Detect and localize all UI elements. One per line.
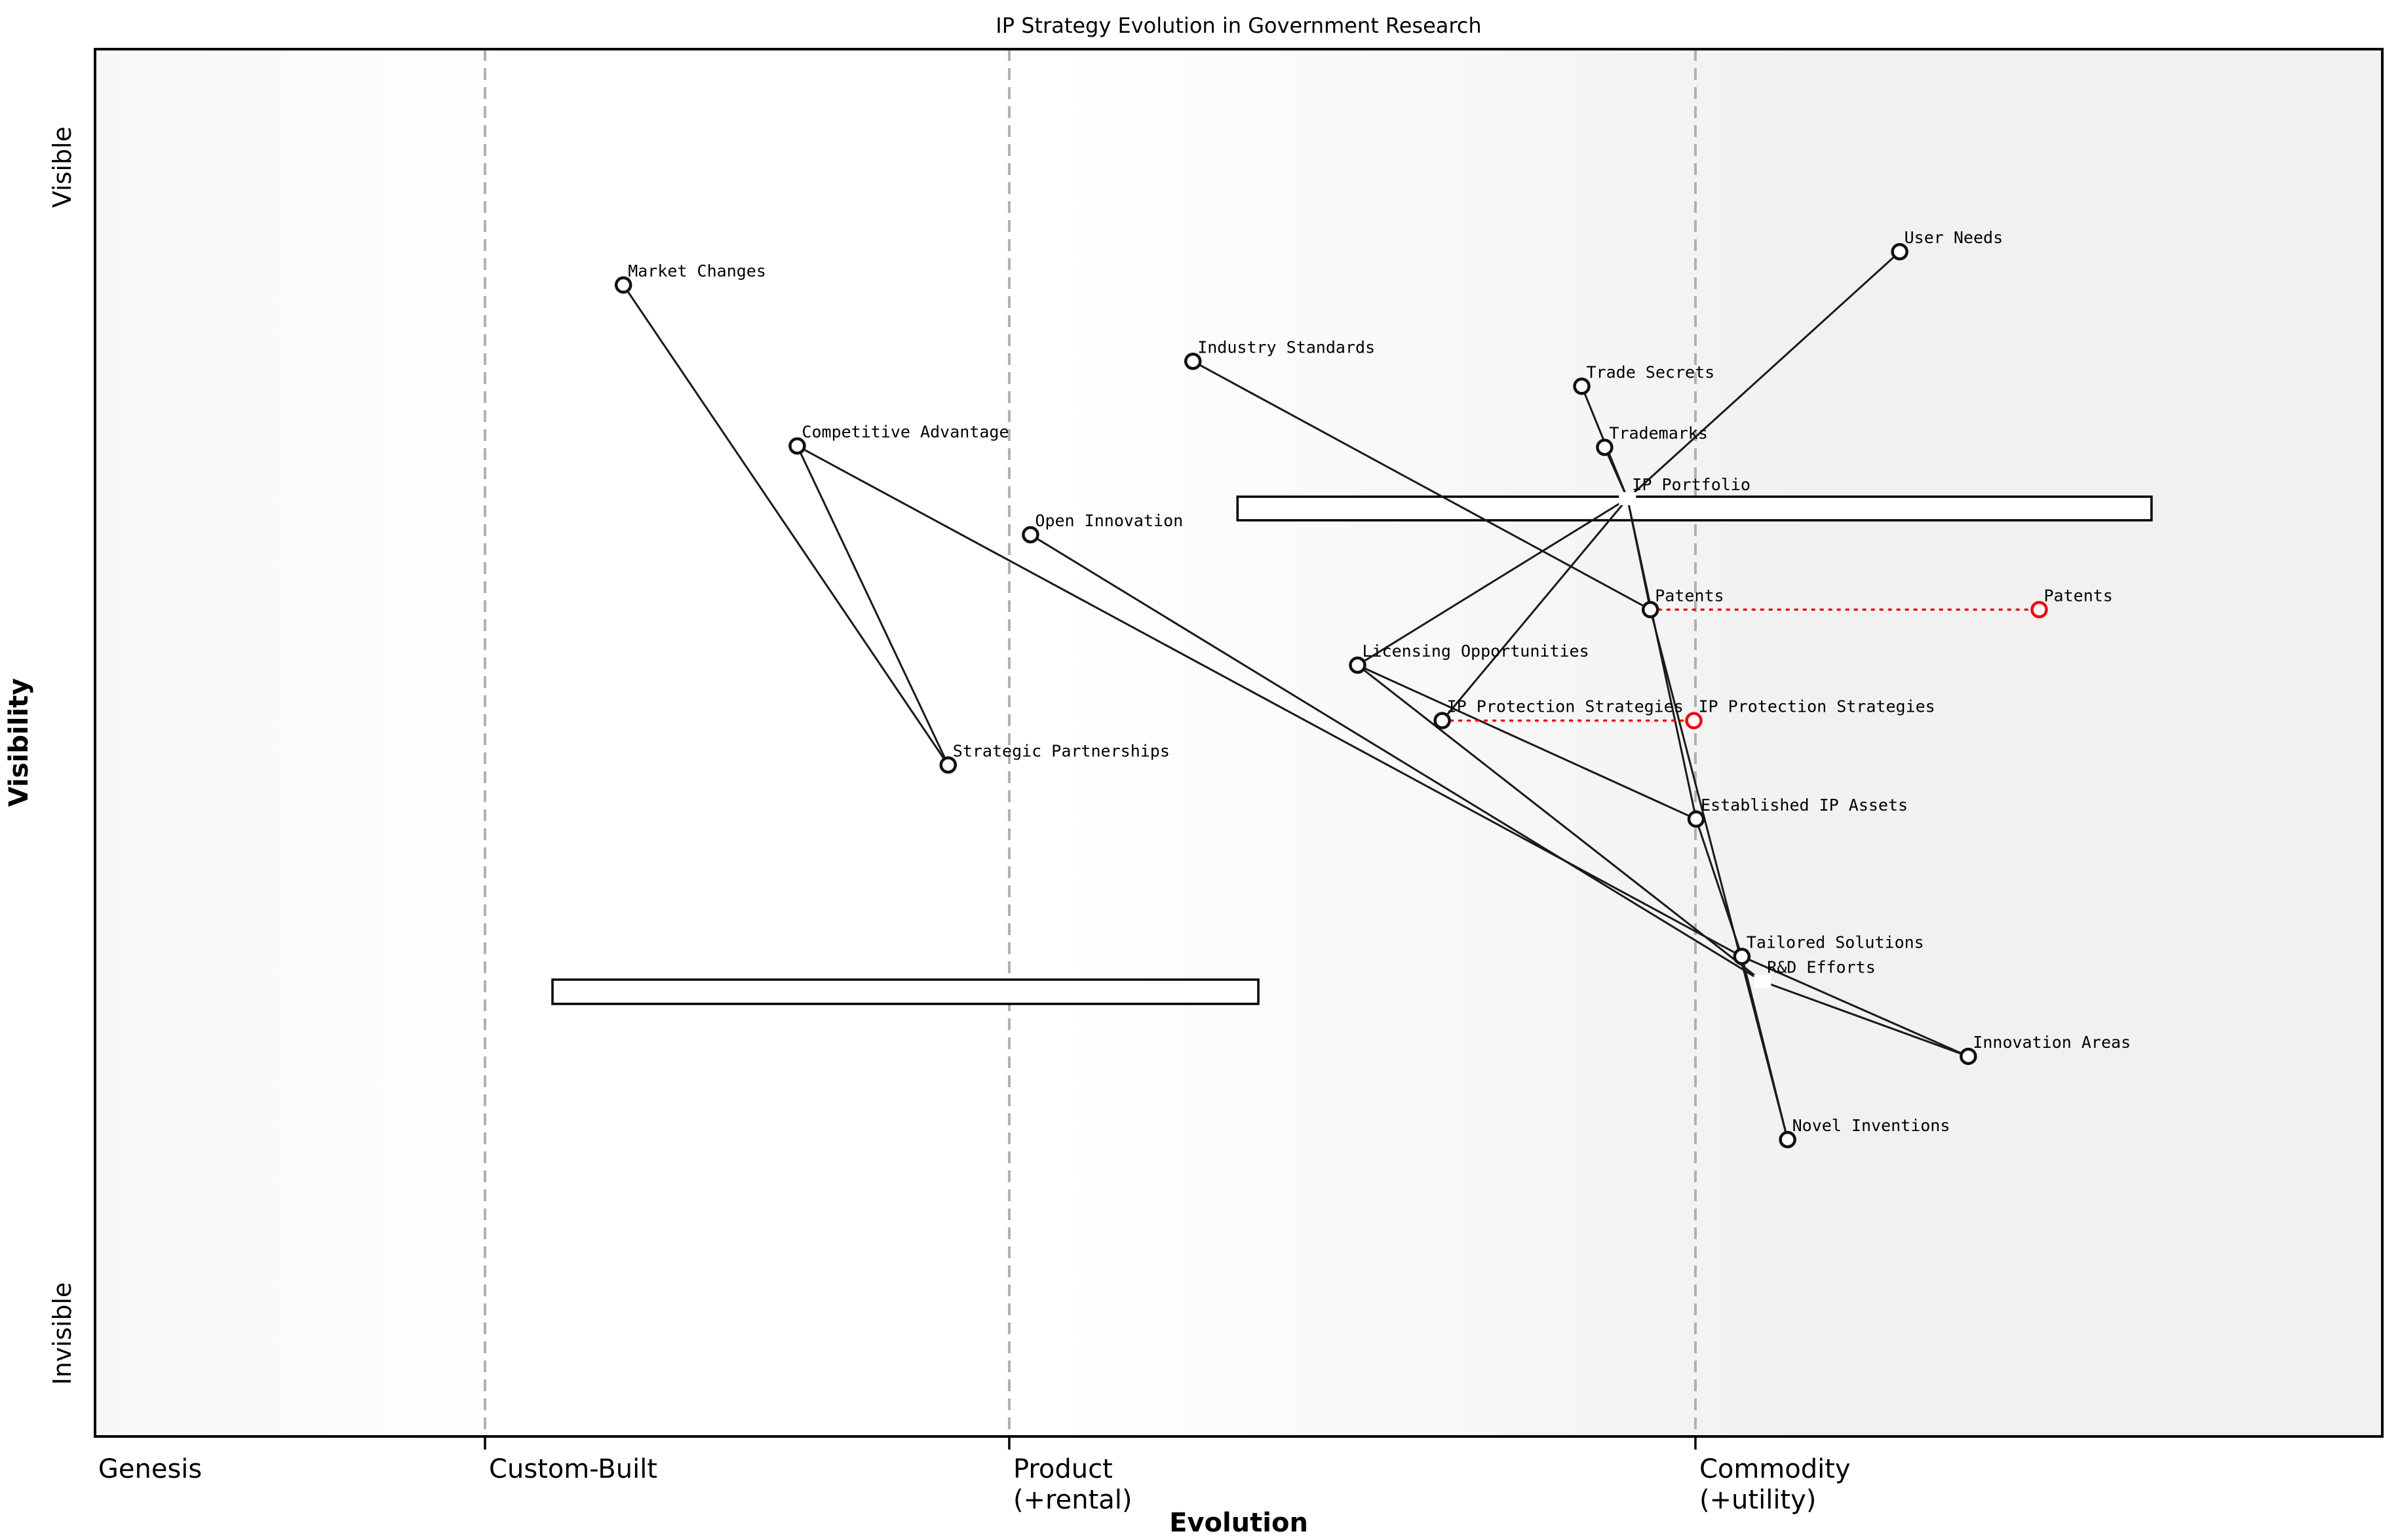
x-axis-label: Evolution — [1169, 1508, 1308, 1538]
edge-licensing_opportunities--established_ip_assets — [1357, 664, 1697, 820]
node-marker-patents_evolved — [2030, 601, 2048, 619]
edge-industry_standards--patents — [1192, 360, 1651, 611]
node-label-tailored_solutions: Tailored Solutions — [1747, 933, 1924, 952]
node-label-ipps_evolved: IP Protection Strategies — [1699, 697, 1935, 716]
edge-licensing_opportunities--rnd_efforts — [1357, 664, 1764, 982]
node-marker-strategic_partnerships — [939, 756, 958, 774]
node-marker-user_needs — [1891, 242, 1908, 261]
edge-ip_portfolio--trademarks — [1604, 446, 1629, 499]
node-label-established_ip_assets: Established IP Assets — [1701, 796, 1908, 815]
edge-established_ip_assets--tailored_solutions — [1695, 818, 1743, 957]
edge-user_needs--ip_portfolio — [1627, 250, 1901, 500]
pipeline-lower — [551, 978, 1260, 1005]
node-marker-novel_inventions — [1779, 1130, 1796, 1149]
y-axis-bottom-label: Invisible — [48, 1282, 77, 1385]
node-marker-market_changes — [614, 276, 632, 294]
pipeline-upper — [1236, 495, 2153, 522]
node-label-licensing_opportunities: Licensing Opportunities — [1362, 642, 1589, 661]
y-axis-top-label: Visible — [48, 126, 77, 208]
edge-open_innovation--rnd_efforts — [1030, 533, 1763, 982]
node-label-market_changes: Market Changes — [628, 261, 766, 280]
edge-rnd_efforts--innovation_areas — [1762, 980, 1969, 1058]
stage-label-2-line-1: (+rental) — [1013, 1485, 1132, 1515]
edge-competitive_advantage--tailored_solutions — [796, 445, 1743, 957]
node-marker-patents — [1641, 601, 1659, 619]
plot-background — [95, 49, 2382, 1436]
node-marker-industry_standards — [1184, 353, 1202, 370]
node-label-trademarks: Trademarks — [1609, 424, 1708, 443]
edge-tailored_solutions--novel_inventions — [1741, 956, 1789, 1140]
node-marker-innovation_areas — [1960, 1047, 1977, 1066]
stage-label-3-line-1: (+utility) — [1699, 1485, 1816, 1515]
node-label-industry_standards: Industry Standards — [1197, 337, 1375, 356]
edge-ip_portfolio--established_ip_assets — [1626, 498, 1697, 820]
node-label-trade_secrets: Trade Secrets — [1587, 362, 1715, 381]
edge-market_changes--strategic_partnerships — [622, 284, 950, 766]
node-marker-open_innovation — [1022, 526, 1039, 544]
node-marker-trademarks — [1596, 438, 1614, 456]
node-marker-competitive_advantage — [788, 437, 806, 455]
stage-label-1-line-0: Custom-Built — [489, 1454, 657, 1484]
node-label-novel_inventions: Novel Inventions — [1792, 1116, 1950, 1135]
node-label-patents_evolved: Patents — [2044, 586, 2113, 605]
node-marker-ipps_evolved — [1685, 712, 1703, 729]
stage-label-3-line-0: Commodity — [1699, 1454, 1851, 1484]
node-label-strategic_partnerships: Strategic Partnerships — [953, 741, 1170, 760]
node-label-patents: Patents — [1655, 586, 1724, 605]
node-marker-ip_protection_strategies — [1433, 712, 1451, 729]
node-label-ip_portfolio: IP Portfolio — [1632, 475, 1751, 494]
plot-border — [94, 48, 2384, 1438]
node-label-open_innovation: Open Innovation — [1035, 511, 1183, 530]
edge-tailored_solutions--innovation_areas — [1741, 955, 1969, 1058]
node-marker-ip_portfolio — [1619, 491, 1636, 505]
node-marker-tailored_solutions — [1733, 948, 1751, 965]
node-label-rnd_efforts: R&D Efforts — [1767, 958, 1876, 977]
edge-ip_portfolio--ip_protection_strategies — [1441, 497, 1629, 722]
y-axis-label: Visibility — [4, 678, 34, 807]
node-label-innovation_areas: Innovation Areas — [1973, 1033, 2131, 1052]
chart-title: IP Strategy Evolution in Government Rese… — [996, 13, 1481, 38]
node-marker-rnd_efforts — [1754, 974, 1771, 988]
node-marker-licensing_opportunities — [1349, 656, 1366, 674]
stage-label-0-line-0: Genesis — [98, 1454, 202, 1484]
node-label-competitive_advantage: Competitive Advantage — [802, 422, 1009, 441]
node-label-user_needs: User Needs — [1905, 228, 2003, 247]
edge-competitive_advantage--strategic_partnerships — [796, 445, 950, 766]
node-label-ip_protection_strategies: IP Protection Strategies — [1447, 697, 1684, 716]
edge-ip_portfolio--licensing_opportunities — [1357, 497, 1629, 666]
node-marker-established_ip_assets — [1687, 810, 1705, 828]
stage-label-2-line-0: Product — [1013, 1454, 1113, 1484]
node-marker-trade_secrets — [1573, 377, 1591, 395]
